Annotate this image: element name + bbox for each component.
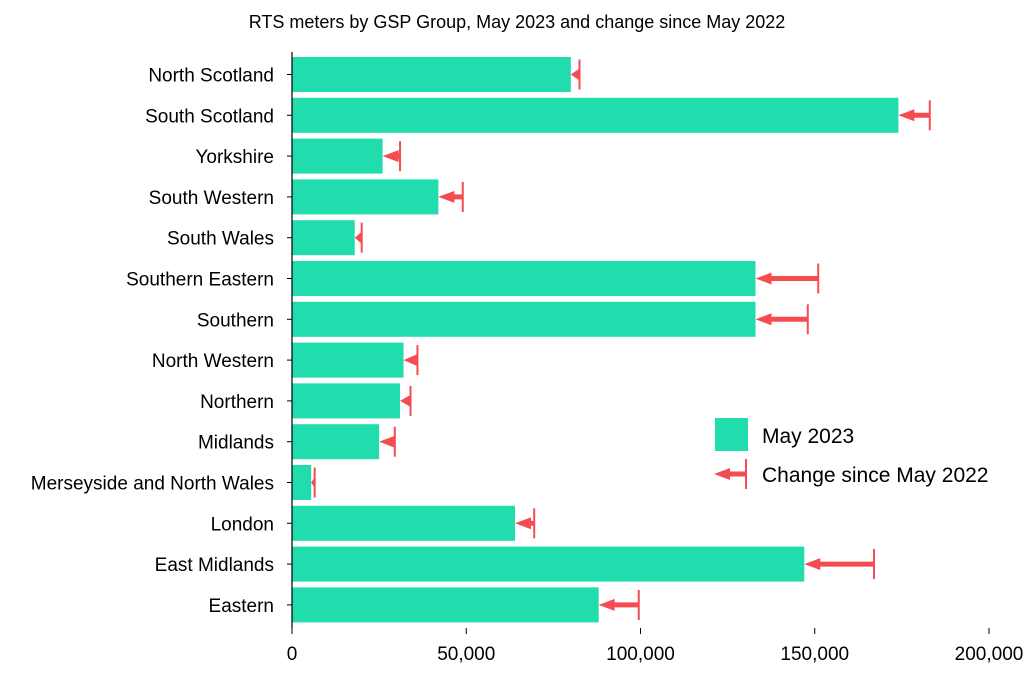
x-tick-label: 200,000 bbox=[955, 644, 1024, 665]
change-arrow-head bbox=[598, 598, 615, 611]
category-label: Southern bbox=[197, 310, 274, 331]
category-label: Merseyside and North Wales bbox=[31, 474, 274, 495]
change-arrow-head bbox=[400, 394, 411, 407]
bar bbox=[292, 424, 380, 460]
change-arrow bbox=[403, 345, 419, 376]
change-arrow bbox=[755, 263, 820, 294]
category-label: Southern Eastern bbox=[126, 270, 274, 291]
change-arrow-head bbox=[570, 68, 580, 81]
category-label: South Scotland bbox=[145, 106, 274, 127]
bar bbox=[292, 301, 756, 337]
change-arrow bbox=[598, 589, 640, 620]
x-axis: 0 50,000 100,000 150,000 200,000 bbox=[287, 628, 1024, 665]
bar bbox=[292, 505, 516, 541]
change-arrow bbox=[804, 549, 875, 580]
category-label: Midlands bbox=[198, 433, 274, 454]
change-arrow-head bbox=[804, 558, 821, 571]
change-arrow-head bbox=[382, 150, 399, 163]
legend-arrow-head bbox=[714, 468, 730, 480]
change-arrow-head bbox=[438, 190, 455, 203]
x-tick-label: 0 bbox=[287, 644, 298, 665]
change-arrow bbox=[515, 508, 536, 539]
category-label: Northern bbox=[200, 392, 274, 413]
category-label: Eastern bbox=[209, 596, 274, 617]
x-tick-label: 50,000 bbox=[437, 644, 495, 665]
legend-item-change: Change since May 2022 bbox=[714, 459, 988, 489]
bar bbox=[292, 587, 599, 623]
bar bbox=[292, 179, 439, 215]
change-arrow bbox=[382, 141, 402, 172]
x-tick-label: 100,000 bbox=[606, 644, 675, 665]
change-arrow-head bbox=[755, 313, 772, 326]
y-axis: North Scotland South Scotland Yorkshire Sou… bbox=[31, 52, 293, 628]
bar bbox=[292, 465, 312, 500]
bar bbox=[292, 97, 899, 133]
legend-item-may-2023: May 2023 bbox=[715, 418, 854, 451]
category-label: East Midlands bbox=[155, 555, 274, 576]
change-arrow-head bbox=[379, 435, 395, 448]
bar bbox=[292, 261, 756, 296]
arrows-layer bbox=[311, 59, 931, 620]
change-arrow bbox=[311, 467, 316, 498]
change-arrow bbox=[570, 59, 581, 90]
change-arrow bbox=[438, 181, 464, 212]
change-arrow bbox=[379, 426, 396, 457]
change-arrow bbox=[354, 222, 363, 253]
category-label: North Western bbox=[152, 351, 274, 372]
change-arrow bbox=[755, 304, 809, 335]
change-arrow-head bbox=[515, 517, 532, 530]
category-label: South Western bbox=[149, 188, 274, 209]
bar bbox=[292, 342, 404, 378]
bar bbox=[292, 220, 355, 256]
change-arrow-head bbox=[755, 272, 772, 285]
category-label: London bbox=[211, 514, 274, 535]
legend-label: May 2023 bbox=[762, 425, 854, 448]
bar bbox=[292, 138, 383, 174]
legend: May 2023 Change since May 2022 bbox=[714, 418, 988, 489]
chart-title: RTS meters by GSP Group, May 2023 and ch… bbox=[249, 12, 786, 32]
change-arrow bbox=[400, 385, 412, 416]
bar bbox=[292, 383, 401, 419]
change-arrow-head bbox=[403, 354, 418, 367]
category-label: North Scotland bbox=[148, 66, 274, 87]
legend-swatch-bar bbox=[715, 418, 748, 451]
x-tick-label: 150,000 bbox=[780, 644, 849, 665]
change-arrow-head bbox=[354, 231, 362, 244]
bar bbox=[292, 57, 571, 92]
change-arrow-head bbox=[898, 109, 915, 122]
legend-label: Change since May 2022 bbox=[762, 464, 988, 487]
bar bbox=[292, 546, 805, 582]
change-arrow-head bbox=[311, 476, 316, 489]
category-label: Yorkshire bbox=[195, 147, 274, 168]
category-label: South Wales bbox=[167, 229, 274, 250]
bars-layer bbox=[292, 57, 899, 623]
change-arrow bbox=[898, 100, 931, 131]
